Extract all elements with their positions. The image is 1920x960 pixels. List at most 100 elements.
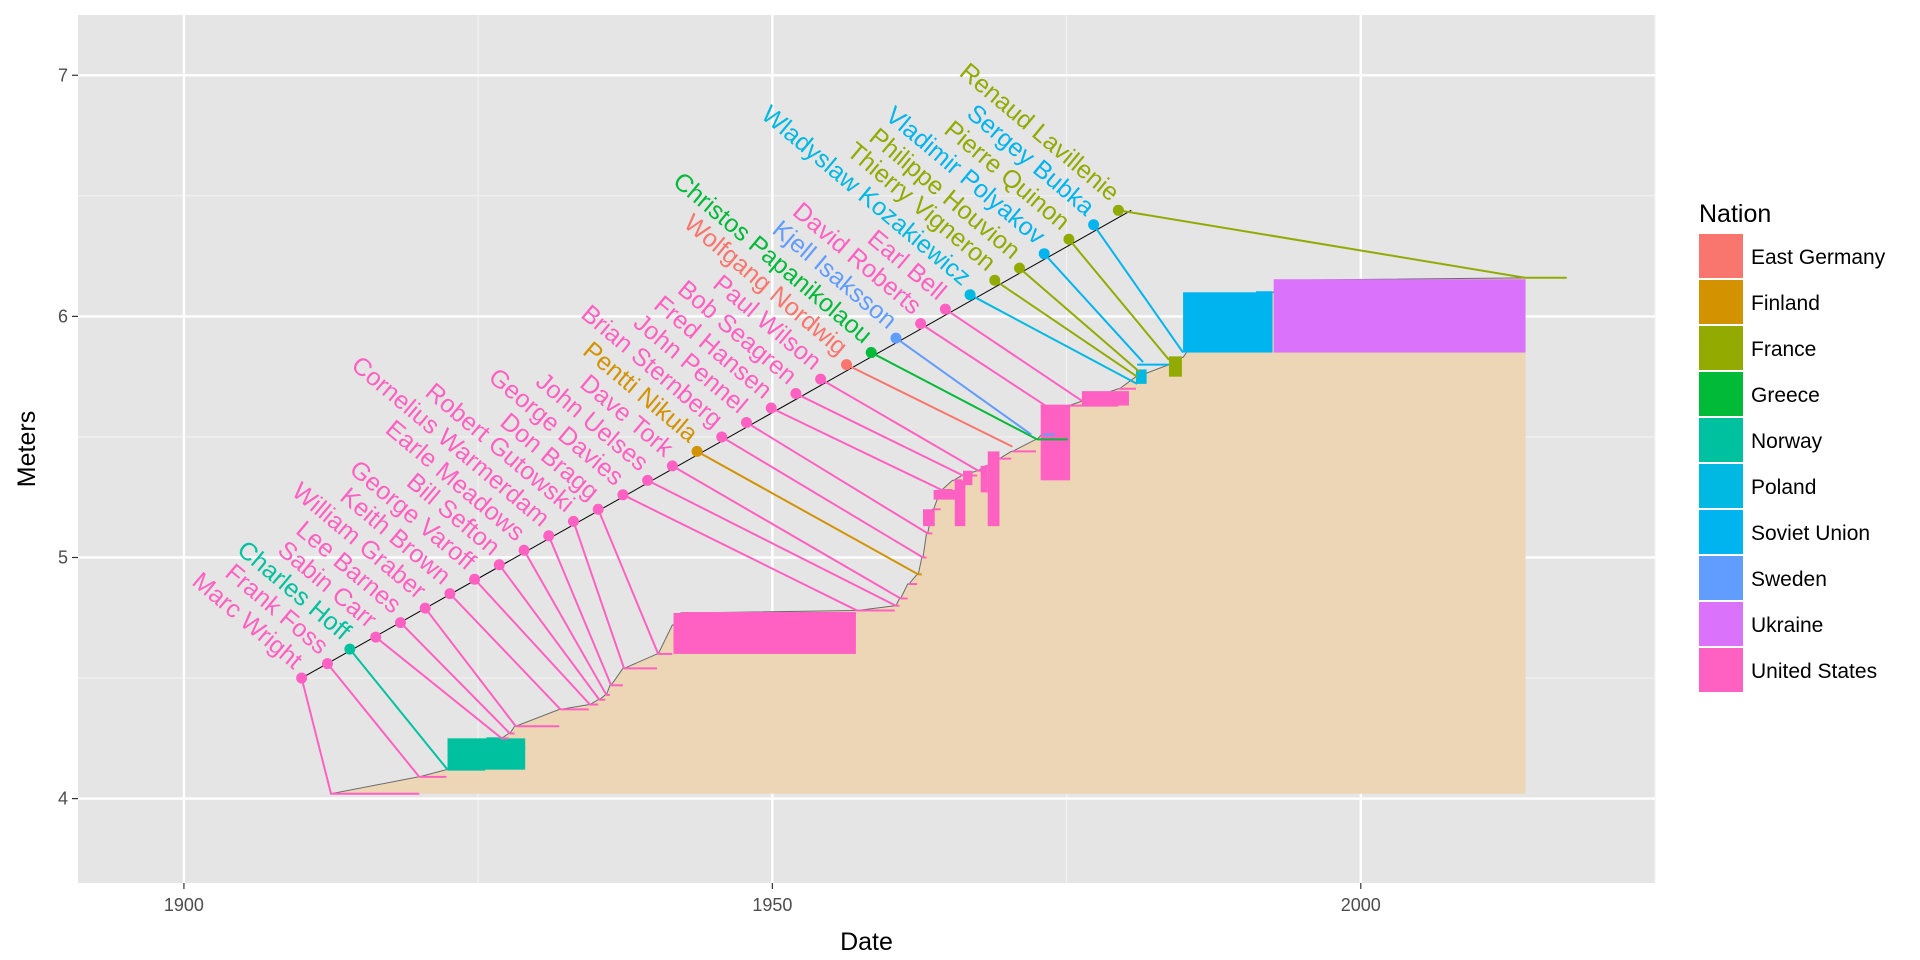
connector-george-davies — [622, 493, 858, 612]
connector-brian-sternberg — [721, 436, 924, 559]
point-paul-wilson — [815, 373, 827, 385]
connector-lee-barnes — [399, 621, 511, 735]
point-frank-foss — [321, 658, 333, 670]
legend-label-united-states: United States — [1751, 660, 1877, 683]
legend-swatch-greece — [1699, 372, 1743, 416]
point-renaud-lavillenie — [1112, 204, 1124, 216]
connector-sabin-carr — [375, 636, 503, 740]
legend-label-finland: Finland — [1751, 292, 1820, 315]
legend-swatch-east-germany — [1699, 234, 1743, 278]
y-tick-label: 5 — [58, 548, 68, 568]
record-span-france — [1168, 357, 1182, 377]
point-don-bragg — [592, 503, 604, 515]
point-pentti-nikula — [691, 445, 703, 457]
point-fred-hansen — [765, 402, 777, 414]
record-span-united-states — [954, 480, 966, 527]
record-span-united-states — [673, 612, 856, 654]
record-span-united-states — [1040, 405, 1071, 481]
x-tick-label: 1900 — [164, 895, 204, 915]
record-area — [329, 277, 1526, 794]
legend-swatch-finland — [1699, 280, 1743, 324]
point-earle-meadows — [518, 544, 530, 556]
connector-william-graber — [424, 607, 517, 727]
point-george-varoff — [469, 573, 481, 585]
point-sabin-carr — [370, 631, 382, 643]
x-axis-title: Date — [840, 928, 893, 956]
connector-christos-papanikolaou — [870, 351, 1038, 441]
legend-swatch-united-states — [1699, 648, 1743, 692]
legend-swatch-france — [1699, 326, 1743, 370]
connector-sergey-bubka — [1092, 224, 1184, 354]
athlete-connectors — [300, 209, 1526, 795]
record-span-united-states — [987, 451, 1000, 527]
connector-fred-hansen — [770, 407, 943, 491]
legend-label-ukraine: Ukraine — [1751, 614, 1823, 637]
connector-thierry-vigneron — [994, 279, 1138, 378]
legend-swatch-norway — [1699, 418, 1743, 462]
point-marc-wright — [296, 672, 308, 684]
point-john-pennel — [740, 416, 752, 428]
legend-label-soviet-union: Soviet Union — [1751, 522, 1870, 545]
y-tick-label: 7 — [58, 65, 68, 85]
x-tick-label: 2000 — [1341, 895, 1381, 915]
record-span-united-states — [1081, 391, 1129, 406]
y-axis-title: Meters — [13, 411, 41, 487]
point-wladyslaw-kozakiewicz — [964, 289, 976, 301]
legend-label-poland: Poland — [1751, 476, 1816, 499]
connector-john-uelses — [647, 479, 897, 607]
connector-marc-wright — [300, 677, 332, 795]
connector-dave-tork — [671, 465, 902, 600]
legend: Nation East Germany Finland France Greece Nor… — [1699, 200, 1886, 692]
record-bars — [331, 276, 1567, 795]
connector-charles-hoff — [349, 648, 449, 771]
y-tick-label: 6 — [58, 306, 68, 326]
label-diagonal — [301, 209, 1132, 679]
connector-pentti-nikula — [696, 450, 919, 576]
athlete-points — [296, 204, 1124, 684]
connector-keith-brown — [449, 592, 562, 711]
point-philippe-houvion — [1013, 262, 1025, 274]
legend-label-east-germany: East Germany — [1751, 246, 1886, 269]
connector-vladimir-polyakov — [1043, 253, 1144, 363]
point-vladimir-polyakov — [1038, 248, 1050, 260]
legend-swatch-soviet-union — [1699, 510, 1743, 554]
connector-renaud-lavillenie — [1118, 209, 1526, 279]
record-span-united-states — [933, 489, 959, 500]
point-george-davies — [617, 489, 629, 501]
legend-swatch-sweden — [1699, 556, 1743, 600]
x-tick-label: 1950 — [752, 895, 792, 915]
record-span-norway — [447, 738, 526, 770]
point-brian-sternberg — [716, 431, 728, 443]
connector-earl-bell — [944, 308, 1083, 402]
connector-earle-meadows — [523, 549, 608, 696]
legend-label-norway: Norway — [1751, 430, 1823, 453]
axes: 4 5 6 7 1900 1950 2000 Date Meters — [13, 65, 1381, 956]
connector-kjell-isaksson — [895, 337, 1032, 436]
connector-philippe-houvion — [1018, 267, 1141, 373]
record-span-united-states — [963, 470, 973, 486]
legend-swatch-poland — [1699, 464, 1743, 508]
point-wolfgang-nordwig — [840, 359, 852, 371]
legend-label-greece: Greece — [1751, 384, 1820, 407]
point-john-uelses — [642, 474, 654, 486]
point-kjell-isaksson — [890, 332, 902, 344]
record-span-ukraine — [1273, 280, 1526, 353]
legend-title: Nation — [1699, 200, 1771, 228]
connector-paul-wilson — [820, 378, 979, 472]
legend-label-france: France — [1751, 338, 1816, 361]
connector-don-bragg — [597, 508, 660, 655]
point-robert-gutowski — [567, 515, 579, 527]
connector-wolfgang-nordwig — [846, 363, 1013, 448]
y-tick-label: 4 — [58, 789, 68, 809]
connector-robert-gutowski — [572, 521, 626, 669]
point-pierre-quinon — [1063, 233, 1075, 245]
point-dave-tork — [666, 460, 678, 472]
point-sergey-bubka — [1088, 219, 1100, 231]
connector-george-varoff — [473, 578, 591, 706]
legend-label-sweden: Sweden — [1751, 568, 1827, 591]
record-span-united-states — [980, 465, 988, 493]
legend-swatch-ukraine — [1699, 602, 1743, 646]
point-earl-bell — [939, 303, 951, 315]
